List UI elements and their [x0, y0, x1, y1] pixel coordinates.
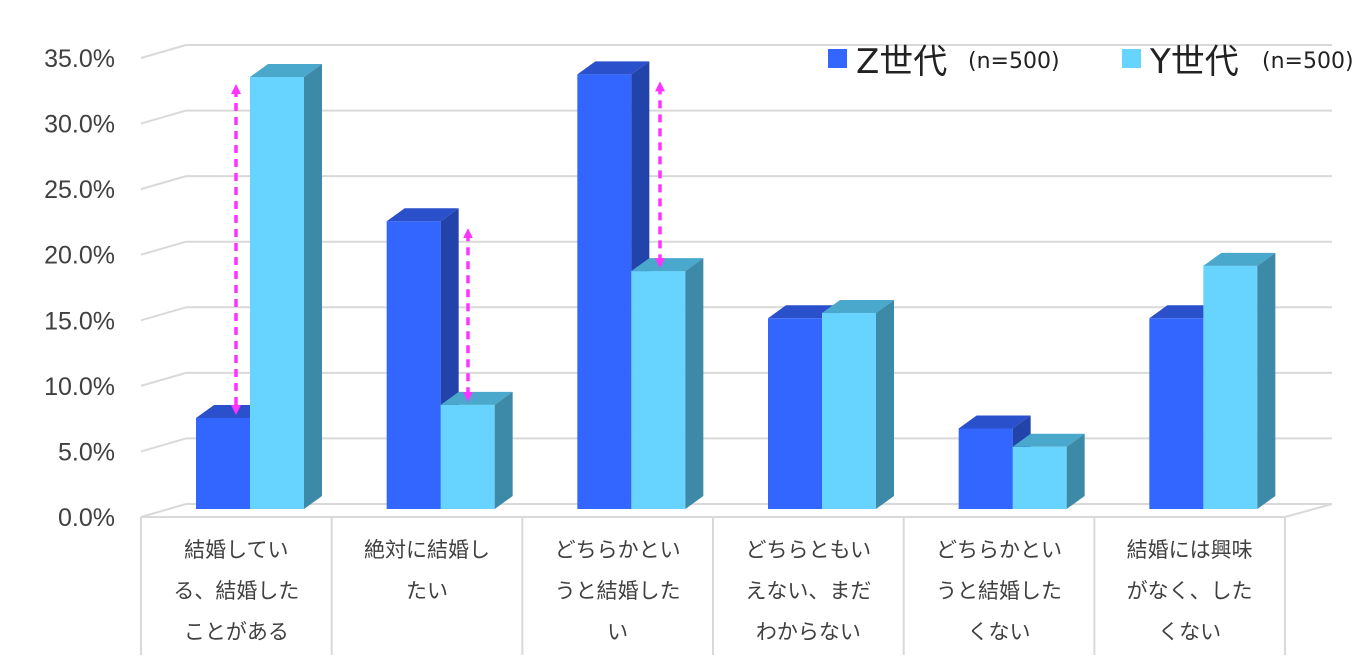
category-label: 絶対に結婚し — [364, 538, 490, 562]
bar-top — [631, 258, 704, 272]
bar-front — [440, 404, 495, 509]
bar-y-1 — [440, 391, 513, 509]
category-label: る、結婚した — [173, 579, 299, 603]
category-label: えない、まだ — [745, 579, 871, 603]
bar-side — [685, 258, 704, 509]
bar-top — [1203, 252, 1276, 266]
category-label: うと結婚した — [555, 579, 681, 603]
bar-front — [958, 428, 1013, 509]
gridline-side — [140, 44, 187, 59]
legend-series-n: (n=500) — [1262, 49, 1354, 74]
floor-right-edge — [1284, 503, 1333, 518]
category-label: がなく、した — [1127, 579, 1253, 603]
bar-side — [304, 63, 322, 510]
y-tick-label: 25.0% — [44, 176, 115, 204]
gridline-side — [140, 109, 187, 125]
bar-y-5 — [1203, 252, 1276, 510]
bar-y-3 — [822, 300, 894, 509]
bar-side — [1257, 252, 1276, 510]
bar-front — [768, 318, 822, 509]
bar-front — [631, 271, 686, 509]
y-tick-label: 0.0% — [58, 504, 115, 532]
bar-front — [822, 313, 876, 509]
bar-z-2 — [577, 61, 650, 510]
bar-top — [822, 300, 894, 314]
bar-top — [577, 61, 650, 75]
bars — [196, 61, 1276, 510]
category-label: どちらかとい — [936, 538, 1062, 562]
bar-front — [1012, 446, 1067, 509]
y-tick-label: 5.0% — [58, 438, 115, 466]
bar-side — [494, 391, 513, 509]
category-label: い — [607, 620, 628, 644]
bar-y-4 — [1012, 433, 1085, 509]
gridline-side — [140, 437, 187, 453]
legend-swatch — [1122, 49, 1141, 68]
gridline-side — [140, 240, 187, 256]
y-tick-label: 30.0% — [44, 111, 115, 139]
category-label: どちらかとい — [555, 538, 681, 562]
legend-series-name: Y世代 — [1149, 42, 1239, 82]
category-label: くない — [968, 620, 1031, 644]
legend: Z世代 (n=500) Y世代 (n=500) — [828, 42, 1354, 82]
legend-swatch — [828, 49, 847, 68]
bar-front — [577, 74, 632, 510]
y-tick-label: 15.0% — [44, 307, 115, 335]
category-label: どちらともい — [746, 538, 872, 562]
bar-front — [1203, 265, 1258, 509]
category-label: くない — [1158, 620, 1221, 644]
bar-side — [1066, 433, 1085, 509]
y-tick-label: 20.0% — [44, 242, 115, 270]
bar-top — [1012, 433, 1085, 447]
y-axis-ticks: 0.0% 5.0% 10.0% 15.0% 20.0% 25.0% 30.0% 35.0% — [44, 45, 115, 532]
gridline-side — [140, 371, 187, 387]
bar-front — [1149, 318, 1204, 509]
difference-arrows — [231, 81, 665, 415]
gridline-side — [140, 503, 187, 518]
bar-y-0 — [250, 63, 322, 510]
bar-top — [386, 208, 459, 222]
category-label: わからない — [756, 620, 861, 644]
bar-front — [250, 76, 304, 510]
bar-y-2 — [631, 258, 704, 509]
bar-top — [958, 415, 1031, 429]
legend-series-name: Z世代 — [856, 42, 947, 82]
bar-front — [386, 221, 441, 510]
category-label: 結婚には興味 — [1127, 538, 1253, 562]
category-label: たい — [406, 579, 448, 603]
bar-top — [250, 63, 322, 77]
legend-series-n: (n=500) — [968, 49, 1060, 74]
bar-side — [876, 300, 894, 509]
y-tick-label: 35.0% — [44, 45, 115, 73]
category-label: うと結婚した — [936, 579, 1062, 603]
y-tick-label: 10.0% — [44, 373, 115, 401]
bar-top — [440, 391, 513, 405]
bar-front — [196, 417, 250, 509]
x-axis-categories: 結婚している、結婚したことがある絶対に結婚したいどちらかというと結婚したいどちら… — [140, 517, 1286, 655]
gridline-side — [140, 306, 187, 322]
category-label: 結婚してい — [184, 538, 288, 562]
category-label: ことがある — [184, 620, 289, 644]
gridline-side — [140, 175, 187, 191]
